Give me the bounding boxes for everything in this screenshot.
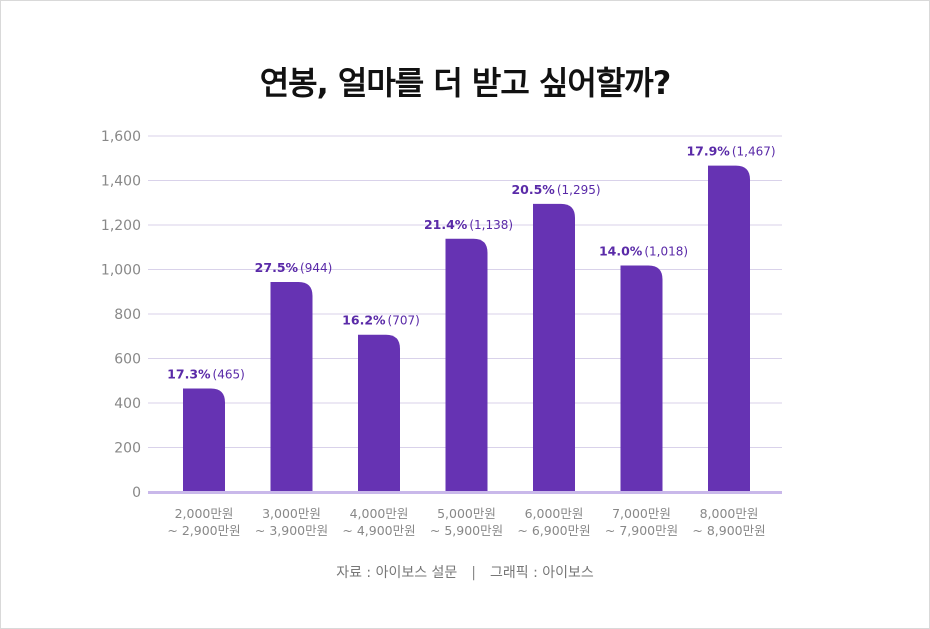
y-tick-label: 1,000 bbox=[101, 263, 141, 279]
bar-value-label: (1,018) bbox=[644, 244, 688, 258]
source-data-label: 자료 : 아이보스 설문 bbox=[336, 565, 458, 581]
y-tick-label: 1,400 bbox=[101, 174, 141, 190]
source-caption: 자료 : 아이보스 설문 | 그래픽 : 아이보스 bbox=[0, 562, 930, 582]
bar-value-label: (1,467) bbox=[732, 145, 776, 159]
bar-data-label: 20.5% (1,295) bbox=[511, 182, 600, 197]
bar-data-label: 16.2% (707) bbox=[342, 313, 420, 328]
x-tick-label: 3,000만원 bbox=[262, 506, 321, 521]
bar-value-label: (465) bbox=[213, 368, 245, 382]
y-tick-label: 600 bbox=[114, 352, 141, 368]
bar-value-label: (1,138) bbox=[469, 218, 513, 232]
x-tick-label: ~ 4,900만원 bbox=[342, 523, 415, 538]
bar-percent-label: 21.4% bbox=[424, 217, 468, 232]
y-tick-label: 1,600 bbox=[101, 129, 141, 145]
y-tick-label: 400 bbox=[114, 396, 141, 412]
x-tick-label: 8,000만원 bbox=[700, 506, 759, 521]
x-tick-label: ~ 8,900만원 bbox=[692, 523, 765, 538]
bar-data-label: 14.0% (1,018) bbox=[599, 243, 688, 258]
y-tick-label: 800 bbox=[114, 307, 141, 323]
bar-data-label: 21.4% (1,138) bbox=[424, 217, 513, 232]
bar-value-label: (1,295) bbox=[557, 183, 601, 197]
bar-percent-label: 14.0% bbox=[599, 243, 643, 258]
bar-percent-label: 20.5% bbox=[511, 182, 555, 197]
bar-data-label: 17.9% (1,467) bbox=[686, 144, 775, 159]
bar-percent-label: 17.9% bbox=[686, 144, 730, 159]
source-graphic-label: 그래픽 : 아이보스 bbox=[490, 565, 594, 581]
bar bbox=[270, 281, 313, 492]
bar-data-label: 17.3% (465) bbox=[167, 367, 245, 382]
bar bbox=[620, 265, 663, 492]
x-tick-label: ~ 6,900만원 bbox=[517, 523, 590, 538]
x-tick-label: 6,000만원 bbox=[525, 506, 584, 521]
x-axis-baseline bbox=[148, 491, 782, 494]
x-tick-label: 2,000만원 bbox=[175, 506, 234, 521]
bar-value-label: (707) bbox=[388, 314, 420, 328]
y-tick-label: 200 bbox=[114, 441, 141, 457]
x-tick-label: 5,000만원 bbox=[437, 506, 496, 521]
bar-percent-label: 16.2% bbox=[342, 313, 386, 328]
bar-value-label: (944) bbox=[300, 261, 332, 275]
bar-percent-label: 17.3% bbox=[167, 367, 211, 382]
x-tick-label: ~ 2,900만원 bbox=[167, 523, 240, 538]
x-tick-label: ~ 3,900만원 bbox=[255, 523, 328, 538]
bar bbox=[708, 165, 750, 492]
bar bbox=[183, 388, 225, 492]
bar bbox=[358, 334, 400, 492]
x-tick-label: 7,000만원 bbox=[612, 506, 671, 521]
bar bbox=[445, 238, 488, 492]
x-tick-label: ~ 7,900만원 bbox=[605, 523, 678, 538]
bar-data-label: 27.5% (944) bbox=[255, 260, 333, 275]
x-tick-label: 4,000만원 bbox=[350, 506, 409, 521]
bar bbox=[533, 203, 575, 493]
x-tick-label: ~ 5,900만원 bbox=[430, 523, 503, 538]
source-separator: | bbox=[471, 565, 477, 581]
y-tick-label: 1,200 bbox=[101, 218, 141, 234]
bar-percent-label: 27.5% bbox=[255, 260, 299, 275]
chart-title: 연봉, 얼마를 더 받고 싶어할까? bbox=[259, 64, 672, 102]
y-tick-label: 0 bbox=[132, 485, 141, 501]
